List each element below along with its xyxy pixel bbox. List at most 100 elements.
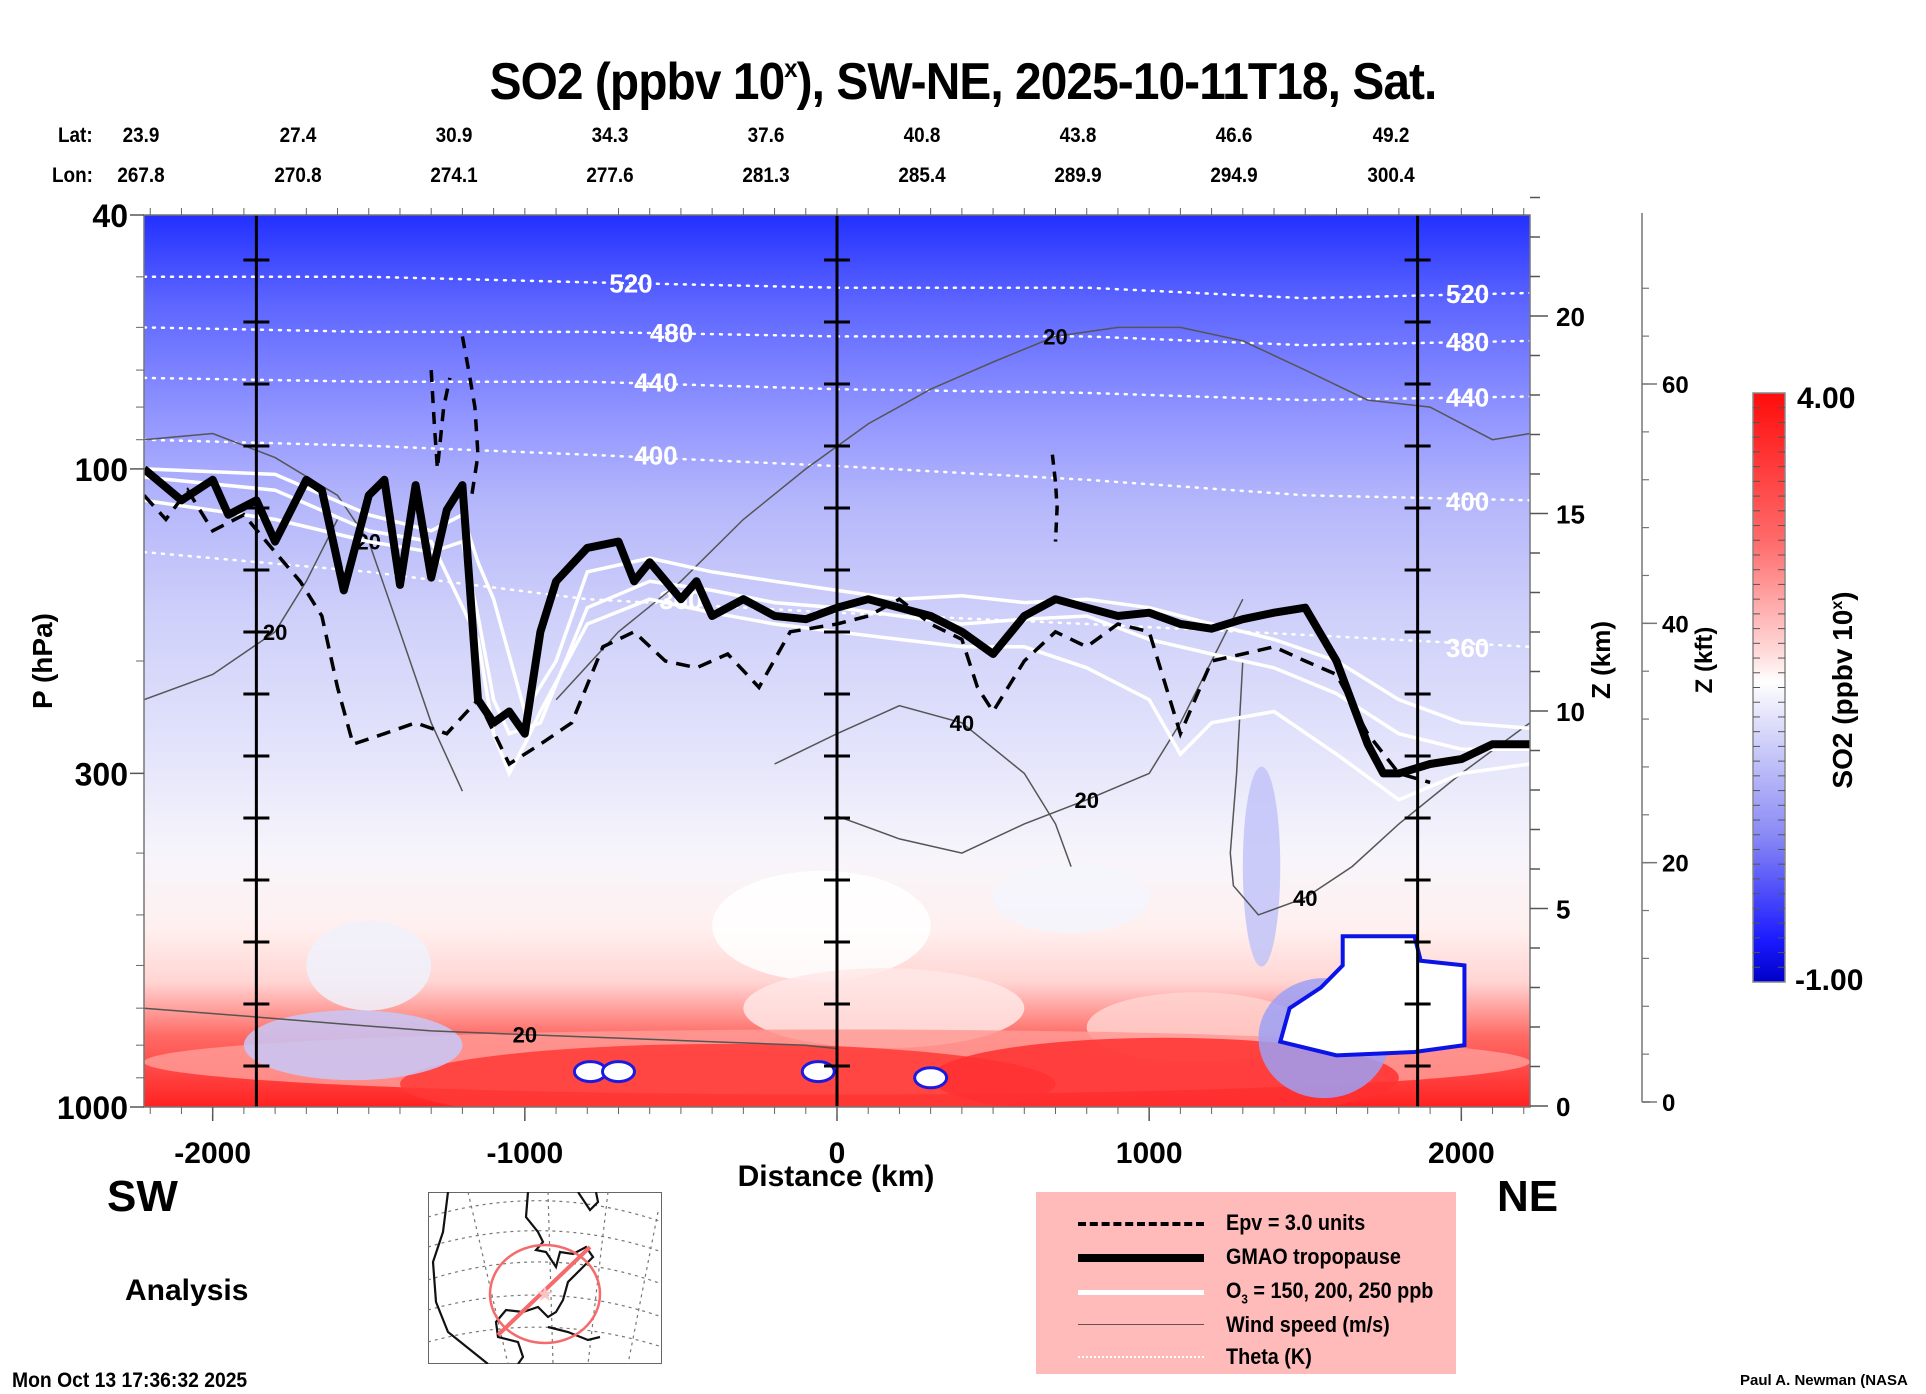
x-tick-label: 2000 bbox=[1428, 1137, 1495, 1170]
lat-value: 49.2 bbox=[1372, 124, 1410, 147]
analysis-label: Analysis bbox=[125, 1274, 249, 1307]
tropopause-path bbox=[144, 465, 1530, 778]
legend-item-theta: Theta (K) bbox=[1036, 1342, 1456, 1372]
lon-value: 294.9 bbox=[1210, 164, 1258, 187]
theta-label: 440 bbox=[634, 368, 677, 398]
vertical-reference-lines bbox=[243, 215, 1431, 1107]
lon-value: 274.1 bbox=[430, 164, 478, 187]
sw-label: SW bbox=[107, 1172, 178, 1221]
lat-value: 30.9 bbox=[435, 124, 473, 147]
so2-patch bbox=[993, 862, 1150, 933]
lon-value: 289.9 bbox=[1054, 164, 1102, 187]
x-tick-label: -2000 bbox=[174, 1137, 251, 1170]
colorbar-max-label: 4.00 bbox=[1797, 382, 1855, 415]
zkm-tick-label: 5 bbox=[1556, 895, 1570, 925]
theta-label: 400 bbox=[1446, 486, 1489, 516]
legend-item-tropopause: GMAO tropopause bbox=[1036, 1242, 1456, 1272]
colorbar-min-label: -1.00 bbox=[1795, 964, 1863, 997]
zkft-tick-label: 40 bbox=[1662, 611, 1689, 638]
zkft-tick-label: 60 bbox=[1662, 372, 1689, 399]
wind-contour bbox=[1229, 660, 1530, 916]
wind-label: 20 bbox=[1043, 324, 1067, 349]
lat-value: 46.6 bbox=[1215, 124, 1253, 147]
zkm-tick-label: 0 bbox=[1556, 1092, 1570, 1122]
wind-label: 40 bbox=[950, 711, 974, 736]
x-tick-label: 0 bbox=[829, 1137, 846, 1170]
x-axis-label: Distance (km) bbox=[738, 1160, 935, 1193]
theta-label: 440 bbox=[1446, 382, 1489, 412]
lat-value: 34.3 bbox=[591, 124, 629, 147]
white-line-icon bbox=[1078, 1290, 1204, 1295]
thin-line-icon bbox=[1078, 1324, 1204, 1325]
zkm-tick-label: 20 bbox=[1556, 302, 1585, 332]
theta-label: 400 bbox=[634, 441, 677, 471]
wind-label: 40 bbox=[1293, 886, 1317, 911]
so2-features bbox=[144, 766, 1530, 1107]
dotted-line-icon bbox=[1078, 1356, 1204, 1358]
colorbar-ticks bbox=[1753, 407, 1785, 968]
chart-title: SO2 (ppbv 10x), SW-NE, 2025-10-11T18, Sa… bbox=[77, 52, 1849, 112]
lon-value: 277.6 bbox=[586, 164, 634, 187]
transect-line bbox=[496, 1245, 592, 1337]
dashed-line-icon bbox=[1078, 1222, 1204, 1226]
theta-label: 520 bbox=[609, 268, 652, 298]
y-tick-label: 300 bbox=[75, 756, 128, 792]
lat-value: 43.8 bbox=[1059, 124, 1097, 147]
so2-patch bbox=[306, 920, 432, 1011]
zkft-tick-label: 20 bbox=[1662, 851, 1689, 878]
so2-patch bbox=[743, 968, 1025, 1049]
y-tick-label: 100 bbox=[75, 452, 128, 488]
y-axis-label: P (hPa) bbox=[27, 613, 58, 709]
range-circle bbox=[488, 1243, 602, 1345]
legend-item-o3: O3 = 150, 200, 250 ppb bbox=[1036, 1276, 1456, 1306]
lon-value: 285.4 bbox=[898, 164, 946, 187]
timestamp: Mon Oct 13 17:36:32 2025 bbox=[12, 1369, 248, 1392]
epv-line bbox=[144, 487, 1431, 785]
coastlines bbox=[431, 1192, 601, 1364]
theta-label: 480 bbox=[650, 318, 693, 348]
ne-label: NE bbox=[1497, 1172, 1559, 1221]
wind-contour bbox=[555, 326, 1530, 701]
so2-patch bbox=[243, 1010, 463, 1081]
inset-map: ★ bbox=[428, 1192, 662, 1364]
lat-value: 23.9 bbox=[122, 124, 160, 147]
epv-line bbox=[429, 369, 452, 470]
zkm-axis-label: Z (km) bbox=[1586, 621, 1616, 699]
y-tick-label: 40 bbox=[92, 198, 128, 234]
zkm-tick-label: 15 bbox=[1556, 500, 1585, 530]
masked-region bbox=[913, 1066, 949, 1090]
lat-value: 37.6 bbox=[747, 124, 785, 147]
zkft-axis-label: Z (kft) bbox=[1691, 627, 1718, 694]
wind-contour bbox=[836, 598, 1244, 854]
lon-value: 267.8 bbox=[117, 164, 165, 187]
so2-patch bbox=[1242, 766, 1281, 967]
lat-value: 27.4 bbox=[279, 124, 317, 147]
lat-value: 40.8 bbox=[903, 124, 941, 147]
center-star-icon: ★ bbox=[537, 1284, 554, 1304]
lon-value: 281.3 bbox=[742, 164, 790, 187]
epv-line bbox=[460, 336, 480, 496]
epv-line bbox=[1050, 454, 1059, 542]
legend-item-wind: Wind speed (m/s) bbox=[1036, 1310, 1456, 1340]
theta-label: 520 bbox=[1446, 279, 1489, 309]
title-rest: ), SW-NE, 2025-10-11T18, Sat. bbox=[796, 53, 1438, 111]
inset-frame bbox=[428, 1192, 662, 1364]
theta-label: 360 bbox=[1446, 633, 1489, 663]
zkm-tick-label: 10 bbox=[1556, 697, 1585, 727]
lon-value: 270.8 bbox=[274, 164, 322, 187]
x-tick-label: -1000 bbox=[486, 1137, 563, 1170]
wind-label: 20 bbox=[1074, 788, 1098, 813]
so2-patch bbox=[712, 870, 931, 981]
so2-patch bbox=[400, 1043, 1056, 1107]
legend-item-epv: Epv = 3.0 units bbox=[1036, 1208, 1456, 1238]
wind-contour bbox=[144, 1007, 838, 1050]
lon-value: 300.4 bbox=[1367, 164, 1415, 187]
epv-contour bbox=[144, 336, 1431, 785]
lat-label: Lat: bbox=[58, 124, 93, 147]
o3-contour bbox=[144, 475, 1530, 802]
o3-contour bbox=[144, 498, 1530, 751]
zkft-tick-label: 0 bbox=[1662, 1090, 1675, 1117]
